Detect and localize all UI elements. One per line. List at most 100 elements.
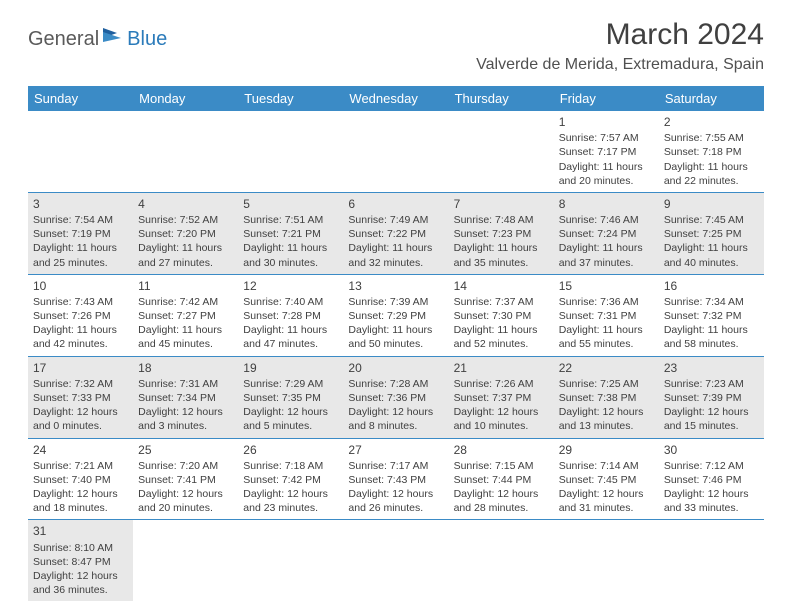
sunset-line: Sunset: 7:26 PM bbox=[33, 309, 128, 323]
daylight-line: Daylight: 11 hours and 30 minutes. bbox=[243, 241, 338, 269]
daylight-line: Daylight: 11 hours and 45 minutes. bbox=[138, 323, 233, 351]
sunrise-line: Sunrise: 7:31 AM bbox=[138, 377, 233, 391]
sunrise-line: Sunrise: 7:25 AM bbox=[559, 377, 654, 391]
day-number: 29 bbox=[559, 442, 654, 458]
daylight-line: Daylight: 12 hours and 23 minutes. bbox=[243, 487, 338, 515]
daylight-line: Daylight: 12 hours and 10 minutes. bbox=[454, 405, 549, 433]
day-number: 8 bbox=[559, 196, 654, 212]
day-number: 1 bbox=[559, 114, 654, 130]
sunrise-line: Sunrise: 7:48 AM bbox=[454, 213, 549, 227]
calendar-day: 30Sunrise: 7:12 AMSunset: 7:46 PMDayligh… bbox=[659, 438, 764, 520]
day-number: 5 bbox=[243, 196, 338, 212]
sunset-line: Sunset: 7:19 PM bbox=[33, 227, 128, 241]
sunset-line: Sunset: 7:42 PM bbox=[243, 473, 338, 487]
daylight-line: Daylight: 12 hours and 8 minutes. bbox=[348, 405, 443, 433]
day-number: 27 bbox=[348, 442, 443, 458]
calendar-day: 28Sunrise: 7:15 AMSunset: 7:44 PMDayligh… bbox=[449, 438, 554, 520]
sunset-line: Sunset: 7:28 PM bbox=[243, 309, 338, 323]
calendar-day: 5Sunrise: 7:51 AMSunset: 7:21 PMDaylight… bbox=[238, 192, 343, 274]
day-number: 16 bbox=[664, 278, 759, 294]
sunrise-line: Sunrise: 7:45 AM bbox=[664, 213, 759, 227]
page-title: March 2024 bbox=[476, 18, 764, 52]
day-number: 31 bbox=[33, 523, 128, 539]
sunset-line: Sunset: 7:38 PM bbox=[559, 391, 654, 405]
sunset-line: Sunset: 7:25 PM bbox=[664, 227, 759, 241]
day-header: Thursday bbox=[449, 86, 554, 111]
sunrise-line: Sunrise: 7:18 AM bbox=[243, 459, 338, 473]
logo: General Blue bbox=[28, 18, 167, 51]
sunrise-line: Sunrise: 7:20 AM bbox=[138, 459, 233, 473]
daylight-line: Daylight: 11 hours and 37 minutes. bbox=[559, 241, 654, 269]
daylight-line: Daylight: 11 hours and 47 minutes. bbox=[243, 323, 338, 351]
calendar-day: 14Sunrise: 7:37 AMSunset: 7:30 PMDayligh… bbox=[449, 274, 554, 356]
header: General Blue March 2024 Valverde de Meri… bbox=[0, 0, 792, 82]
sunset-line: Sunset: 7:24 PM bbox=[559, 227, 654, 241]
day-number: 14 bbox=[454, 278, 549, 294]
daylight-line: Daylight: 11 hours and 42 minutes. bbox=[33, 323, 128, 351]
daylight-line: Daylight: 11 hours and 32 minutes. bbox=[348, 241, 443, 269]
calendar-head: SundayMondayTuesdayWednesdayThursdayFrid… bbox=[28, 86, 764, 111]
sunrise-line: Sunrise: 7:34 AM bbox=[664, 295, 759, 309]
calendar-body: 1Sunrise: 7:57 AMSunset: 7:17 PMDaylight… bbox=[28, 111, 764, 601]
calendar-week: 24Sunrise: 7:21 AMSunset: 7:40 PMDayligh… bbox=[28, 438, 764, 520]
flag-icon bbox=[103, 28, 125, 51]
calendar-day: 8Sunrise: 7:46 AMSunset: 7:24 PMDaylight… bbox=[554, 192, 659, 274]
calendar-empty bbox=[133, 111, 238, 192]
sunrise-line: Sunrise: 7:57 AM bbox=[559, 131, 654, 145]
sunrise-line: Sunrise: 7:17 AM bbox=[348, 459, 443, 473]
daylight-line: Daylight: 11 hours and 52 minutes. bbox=[454, 323, 549, 351]
daylight-line: Daylight: 11 hours and 35 minutes. bbox=[454, 241, 549, 269]
day-header: Sunday bbox=[28, 86, 133, 111]
daylight-line: Daylight: 11 hours and 20 minutes. bbox=[559, 160, 654, 188]
calendar-day: 19Sunrise: 7:29 AMSunset: 7:35 PMDayligh… bbox=[238, 356, 343, 438]
day-number: 2 bbox=[664, 114, 759, 130]
sunset-line: Sunset: 7:39 PM bbox=[664, 391, 759, 405]
day-number: 28 bbox=[454, 442, 549, 458]
calendar-day: 9Sunrise: 7:45 AMSunset: 7:25 PMDaylight… bbox=[659, 192, 764, 274]
sunset-line: Sunset: 7:34 PM bbox=[138, 391, 233, 405]
calendar-day: 13Sunrise: 7:39 AMSunset: 7:29 PMDayligh… bbox=[343, 274, 448, 356]
day-number: 21 bbox=[454, 360, 549, 376]
calendar-day: 29Sunrise: 7:14 AMSunset: 7:45 PMDayligh… bbox=[554, 438, 659, 520]
day-number: 4 bbox=[138, 196, 233, 212]
sunrise-line: Sunrise: 7:52 AM bbox=[138, 213, 233, 227]
day-number: 22 bbox=[559, 360, 654, 376]
calendar-day: 21Sunrise: 7:26 AMSunset: 7:37 PMDayligh… bbox=[449, 356, 554, 438]
logo-text-blue: Blue bbox=[127, 28, 167, 51]
calendar-empty bbox=[238, 520, 343, 601]
sunset-line: Sunset: 7:21 PM bbox=[243, 227, 338, 241]
day-number: 7 bbox=[454, 196, 549, 212]
daylight-line: Daylight: 12 hours and 5 minutes. bbox=[243, 405, 338, 433]
day-number: 30 bbox=[664, 442, 759, 458]
day-number: 19 bbox=[243, 360, 338, 376]
day-number: 6 bbox=[348, 196, 443, 212]
calendar-day: 23Sunrise: 7:23 AMSunset: 7:39 PMDayligh… bbox=[659, 356, 764, 438]
calendar-empty bbox=[554, 520, 659, 601]
calendar-day: 4Sunrise: 7:52 AMSunset: 7:20 PMDaylight… bbox=[133, 192, 238, 274]
location-subtitle: Valverde de Merida, Extremadura, Spain bbox=[476, 56, 764, 74]
day-number: 24 bbox=[33, 442, 128, 458]
calendar-day: 31Sunrise: 8:10 AMSunset: 8:47 PMDayligh… bbox=[28, 520, 133, 601]
sunrise-line: Sunrise: 7:40 AM bbox=[243, 295, 338, 309]
calendar-day: 2Sunrise: 7:55 AMSunset: 7:18 PMDaylight… bbox=[659, 111, 764, 192]
day-number: 17 bbox=[33, 360, 128, 376]
calendar-day: 22Sunrise: 7:25 AMSunset: 7:38 PMDayligh… bbox=[554, 356, 659, 438]
sunrise-line: Sunrise: 7:36 AM bbox=[559, 295, 654, 309]
day-number: 15 bbox=[559, 278, 654, 294]
day-header: Friday bbox=[554, 86, 659, 111]
calendar-day: 6Sunrise: 7:49 AMSunset: 7:22 PMDaylight… bbox=[343, 192, 448, 274]
daylight-line: Daylight: 12 hours and 20 minutes. bbox=[138, 487, 233, 515]
sunset-line: Sunset: 7:33 PM bbox=[33, 391, 128, 405]
day-header: Monday bbox=[133, 86, 238, 111]
day-number: 3 bbox=[33, 196, 128, 212]
sunrise-line: Sunrise: 7:28 AM bbox=[348, 377, 443, 391]
daylight-line: Daylight: 11 hours and 55 minutes. bbox=[559, 323, 654, 351]
calendar-empty bbox=[133, 520, 238, 601]
sunrise-line: Sunrise: 7:32 AM bbox=[33, 377, 128, 391]
day-header: Tuesday bbox=[238, 86, 343, 111]
daylight-line: Daylight: 11 hours and 27 minutes. bbox=[138, 241, 233, 269]
daylight-line: Daylight: 12 hours and 3 minutes. bbox=[138, 405, 233, 433]
day-number: 20 bbox=[348, 360, 443, 376]
sunrise-line: Sunrise: 7:12 AM bbox=[664, 459, 759, 473]
calendar-week: 31Sunrise: 8:10 AMSunset: 8:47 PMDayligh… bbox=[28, 520, 764, 601]
